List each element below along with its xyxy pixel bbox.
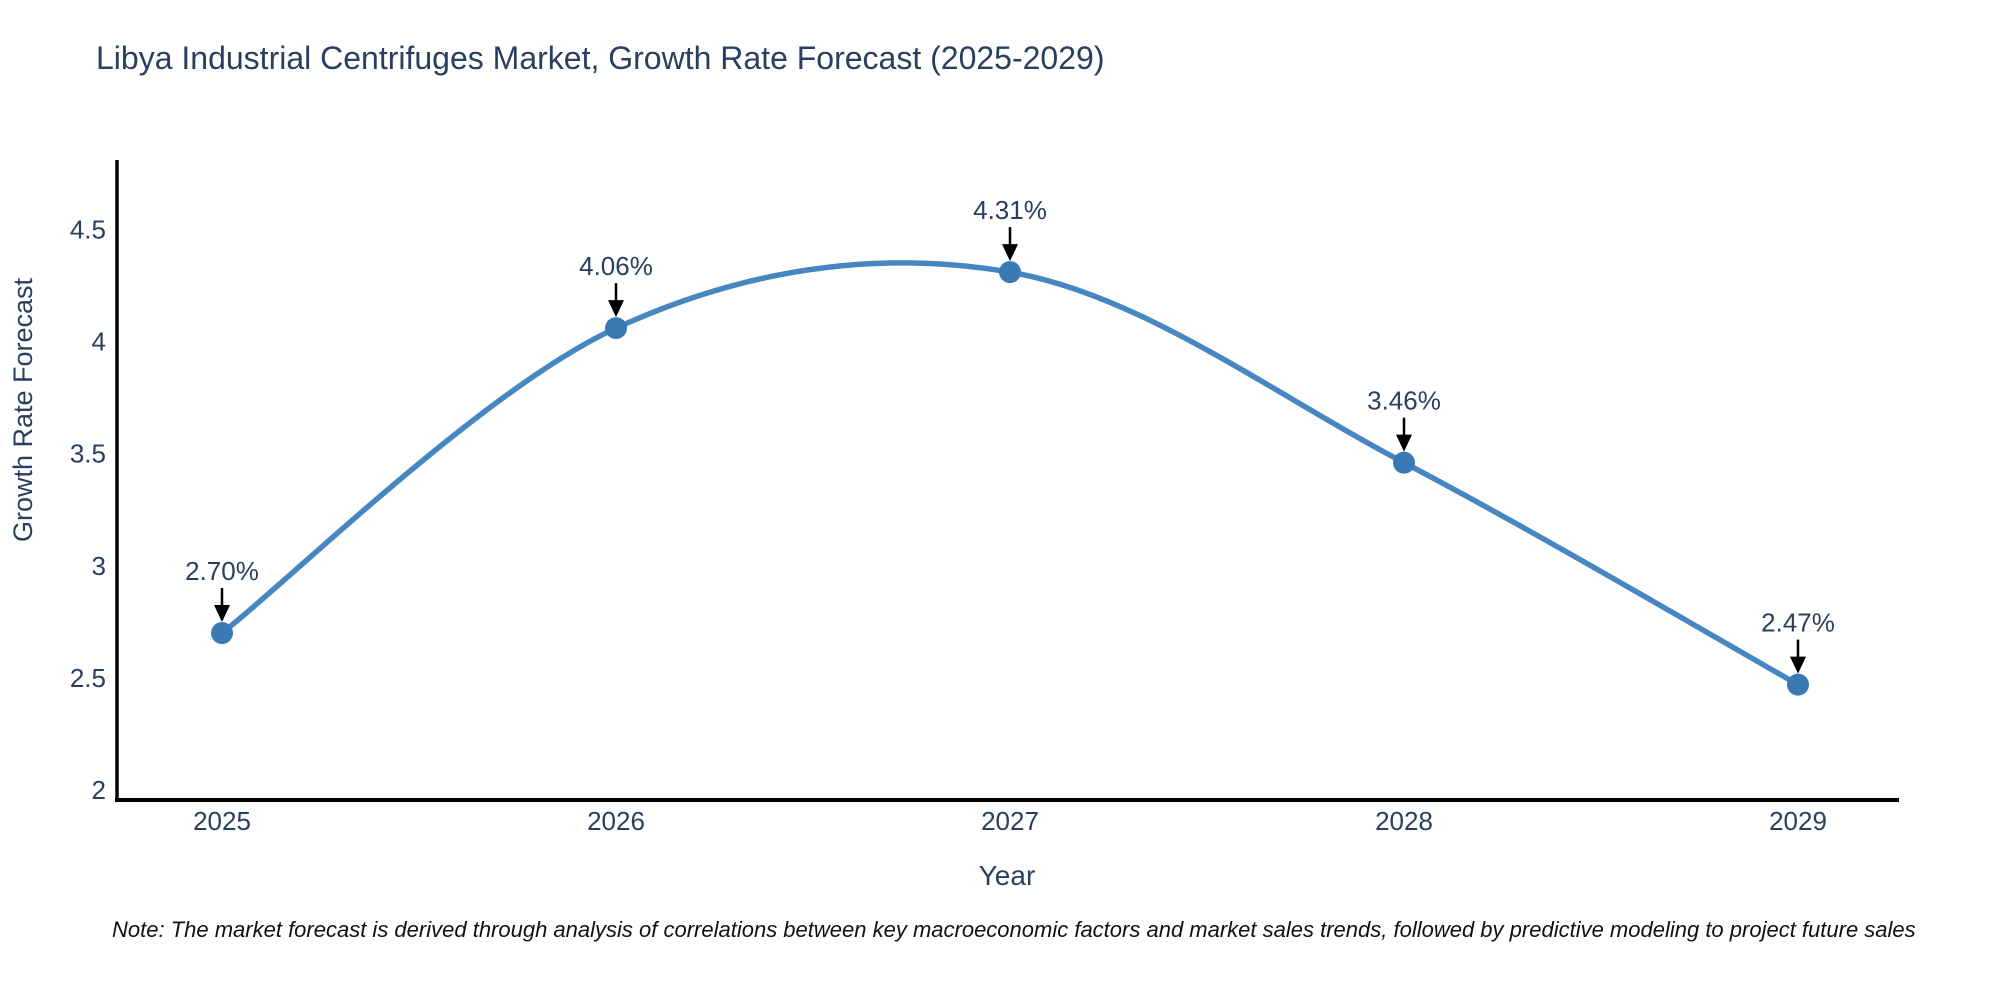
data-point-label: 2.47%: [1761, 608, 1835, 638]
chart-title: Libya Industrial Centrifuges Market, Gro…: [96, 40, 1105, 76]
data-point-marker[interactable]: [1787, 673, 1809, 696]
data-point-label: 4.31%: [973, 195, 1047, 225]
x-tick-label: 2028: [1375, 806, 1433, 836]
y-tick-label: 2: [92, 775, 106, 805]
annotation-arrow-head: [1396, 434, 1412, 452]
y-tick-label: 4.5: [70, 215, 106, 245]
y-axis-title: Growth Rate Forecast: [8, 277, 38, 542]
annotation-arrow-head: [1002, 244, 1018, 262]
x-tick-label: 2026: [587, 806, 645, 836]
x-axis-title: Year: [979, 860, 1036, 891]
x-tick-label: 2027: [981, 806, 1039, 836]
data-point-marker[interactable]: [999, 261, 1021, 284]
data-point-marker[interactable]: [1393, 451, 1415, 474]
y-tick-label: 2.5: [70, 663, 106, 693]
x-tick-label: 2029: [1769, 806, 1827, 836]
data-point-marker[interactable]: [605, 317, 627, 340]
data-point-label: 3.46%: [1367, 386, 1441, 416]
y-tick-label: 3.5: [70, 439, 106, 469]
annotation-arrow-head: [608, 300, 624, 318]
trend-line: [219, 260, 1801, 688]
y-tick-label: 3: [92, 551, 106, 581]
data-point-marker[interactable]: [211, 622, 233, 645]
x-tick-label: 2025: [193, 806, 251, 836]
annotation-arrow-head: [214, 605, 230, 623]
data-point-label: 4.06%: [579, 251, 653, 281]
y-tick-label: 4: [92, 327, 106, 357]
data-point-label: 2.70%: [185, 556, 259, 586]
annotation-arrow-head: [1790, 656, 1806, 674]
footnote: Note: The market forecast is derived thr…: [112, 917, 1916, 942]
